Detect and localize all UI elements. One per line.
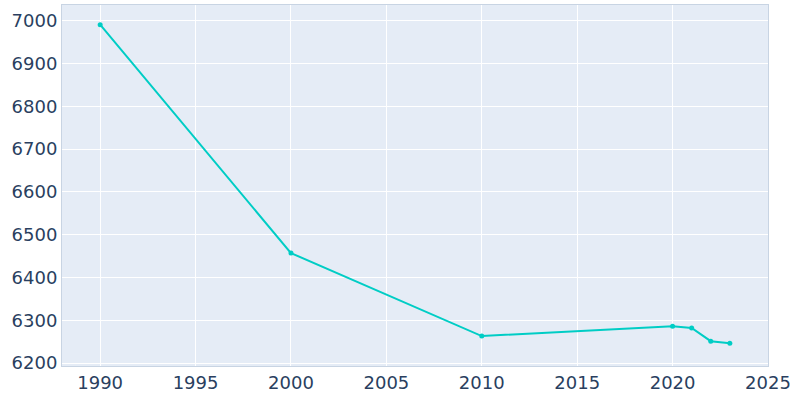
svg-text:2020: 2020 <box>650 372 696 393</box>
svg-text:6900: 6900 <box>12 53 58 74</box>
svg-text:2000: 2000 <box>268 372 314 393</box>
svg-text:6300: 6300 <box>12 310 58 331</box>
svg-text:6600: 6600 <box>12 181 58 202</box>
svg-text:1995: 1995 <box>173 372 219 393</box>
svg-text:2010: 2010 <box>459 372 505 393</box>
svg-text:6200: 6200 <box>12 352 58 373</box>
svg-text:2005: 2005 <box>363 372 409 393</box>
svg-text:6800: 6800 <box>12 96 58 117</box>
svg-text:7000: 7000 <box>12 10 58 31</box>
svg-text:2015: 2015 <box>554 372 600 393</box>
svg-text:1990: 1990 <box>77 372 123 393</box>
svg-text:6400: 6400 <box>12 267 58 288</box>
svg-text:2025: 2025 <box>745 372 791 393</box>
svg-text:6700: 6700 <box>12 138 58 159</box>
svg-text:6500: 6500 <box>12 224 58 245</box>
